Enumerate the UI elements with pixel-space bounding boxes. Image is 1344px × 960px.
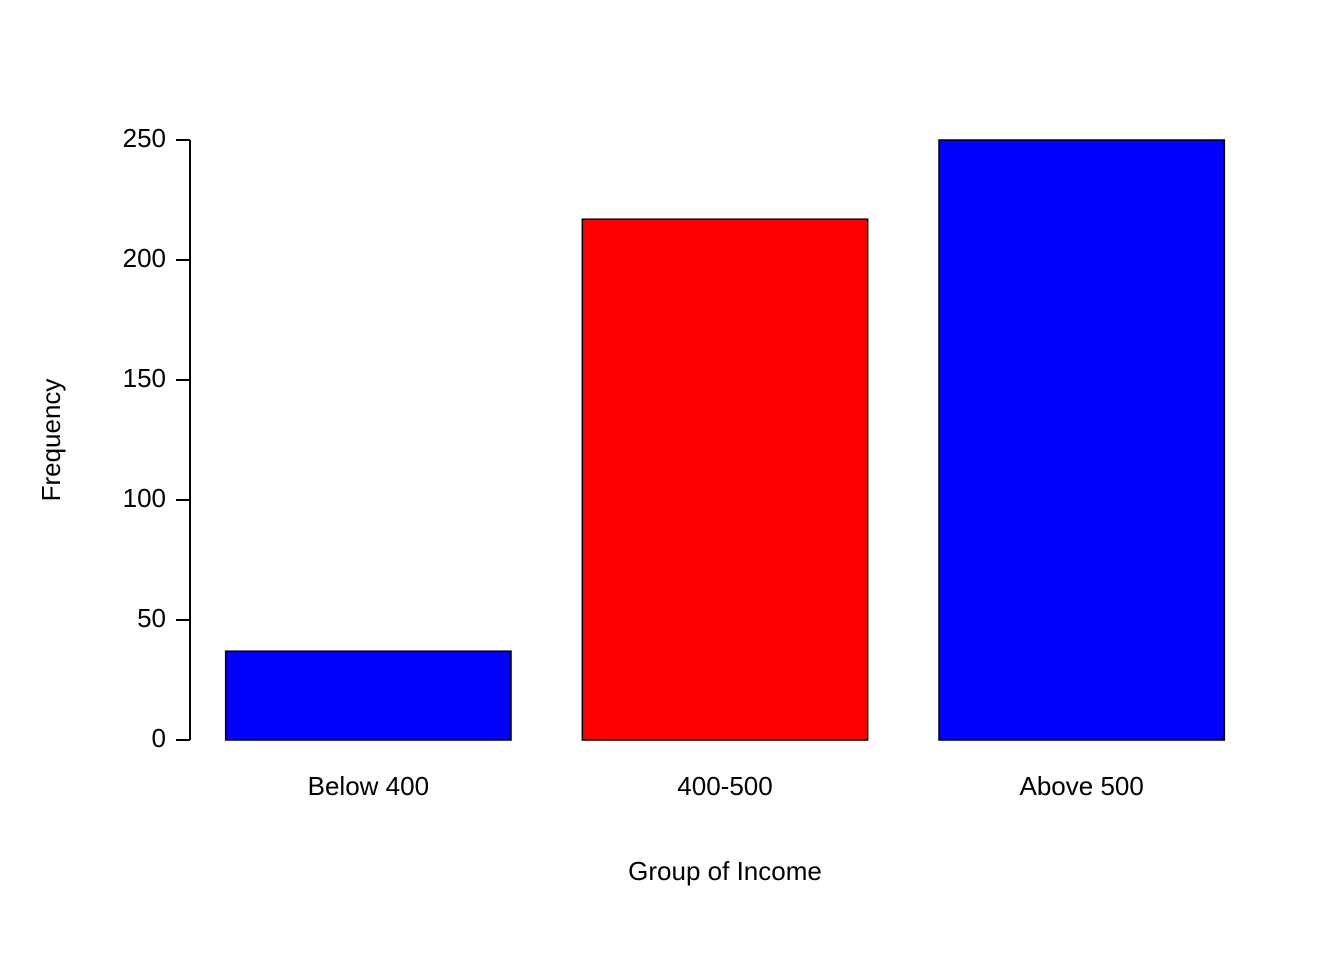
x-axis-title: Group of Income bbox=[628, 856, 822, 886]
bar-1 bbox=[582, 219, 867, 740]
x-category-label-1: 400-500 bbox=[677, 771, 772, 801]
bar-0 bbox=[226, 651, 511, 740]
y-tick-label-1: 50 bbox=[137, 603, 166, 633]
bar-2 bbox=[939, 140, 1224, 740]
bar-chart: 0 50 100 150 200 250 Below 400 400-500 Above 500… bbox=[0, 0, 1344, 960]
x-category-label-0: Below 400 bbox=[308, 771, 429, 801]
y-tick-label-5: 250 bbox=[123, 123, 166, 153]
y-tick-label-3: 150 bbox=[123, 363, 166, 393]
y-tick-label-2: 100 bbox=[123, 483, 166, 513]
x-category-label-2: Above 500 bbox=[1020, 771, 1144, 801]
y-tick-label-0: 0 bbox=[152, 723, 166, 753]
y-axis-title: Frequency bbox=[36, 379, 66, 502]
y-tick-label-4: 200 bbox=[123, 243, 166, 273]
chart-svg: 0 50 100 150 200 250 Below 400 400-500 Above 500… bbox=[0, 0, 1344, 960]
